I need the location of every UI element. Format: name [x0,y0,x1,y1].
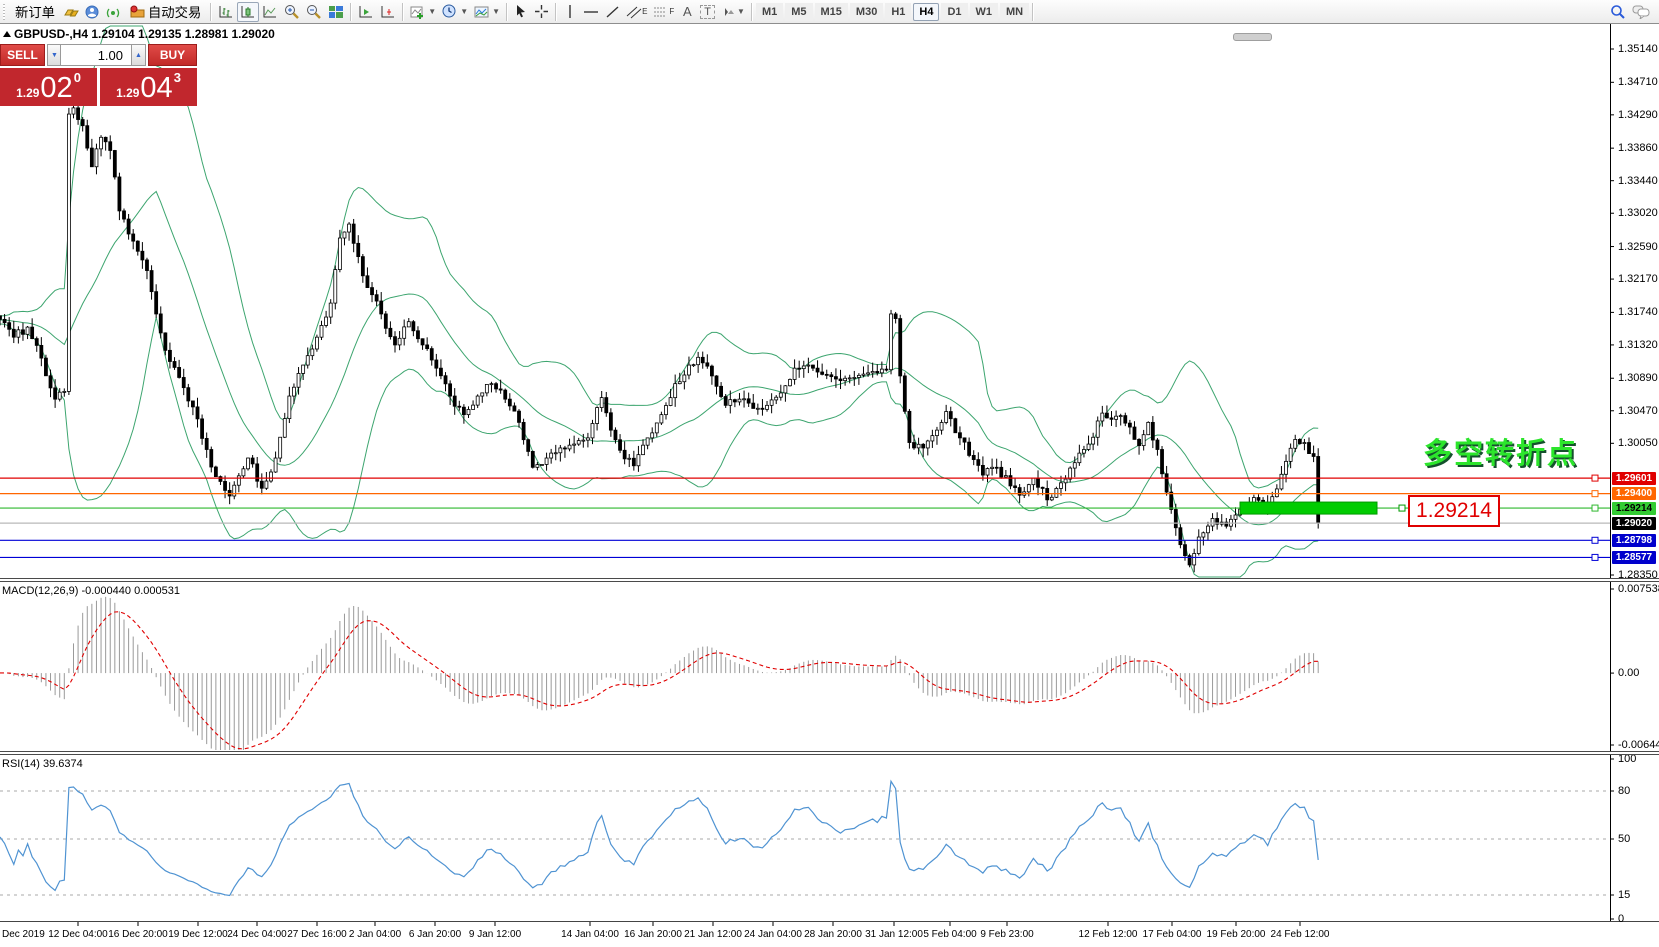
line-anchor[interactable] [1591,536,1599,544]
buy-button-label: BUY [159,48,186,62]
rsi-indicator-label: RSI(14) 39.6374 [2,758,83,770]
crosshair-icon[interactable] [531,2,552,22]
fibonacci-tool[interactable]: F [650,2,677,22]
chevron-down-icon: ▼ [428,7,437,16]
bar-chart-icon[interactable] [215,2,237,22]
chart-scrollbar[interactable] [1233,33,1272,41]
buy-price-panel[interactable]: 1.29 04 3 [100,68,197,106]
chart-corner-icon [3,31,11,37]
timeframe-h1[interactable]: H1 [885,2,912,21]
tile-windows-icon[interactable] [325,2,347,22]
macd-signal-line [0,611,1319,750]
toolbar: 新订单 自动交易 [0,0,1659,24]
toolbar-separator [350,2,353,21]
chart-title: GBPUSD-,H4 1.29104 1.29135 1.28981 1.290… [14,27,275,41]
toolbar-separator [506,2,509,21]
buy-price-sup: 3 [173,70,181,85]
templates-button[interactable]: ▼ [471,2,503,22]
text-tool[interactable]: A [677,2,697,22]
line-chart-icon[interactable] [259,2,281,22]
timeframe-m5[interactable]: M5 [785,2,813,21]
candlesticks [0,100,1321,573]
chevron-down-icon: ▼ [492,7,501,16]
community-icon[interactable] [82,2,103,22]
channel-tool[interactable]: E [623,2,650,22]
macd-indicator-label: MACD(12,26,9) -0.000440 0.000531 [2,585,180,597]
timeframe-d1[interactable]: D1 [941,2,968,21]
horizontal-line-tool[interactable] [580,2,602,22]
sell-price-prefix: 1.29 [16,86,40,100]
sell-price-sup: 0 [73,70,81,85]
line-anchor[interactable] [1591,474,1599,482]
toolbar-separator [210,2,213,21]
zoom-in-icon[interactable] [281,2,303,22]
toolbar-separator [555,2,558,21]
chart-shift-icon[interactable] [377,2,399,22]
chevron-down-icon: ▼ [737,7,745,16]
sell-price-big: 02 [40,72,73,104]
pane-separator[interactable] [0,578,1659,582]
indicators-button[interactable]: ▼ [407,2,439,22]
timeframe-m30[interactable]: M30 [849,2,884,21]
text-label-tool-label: T [700,4,716,19]
gold-icon[interactable] [61,2,82,22]
timeframe-w1[interactable]: W1 [969,2,999,21]
support-highlight-segment[interactable] [1239,501,1378,515]
new-order-button[interactable]: 新订单 [9,2,61,22]
autoscroll-icon[interactable] [355,2,377,22]
line-anchor[interactable] [1591,490,1599,498]
buy-price-prefix: 1.29 [116,86,140,100]
volume-increase-button[interactable]: ▲ [131,44,146,66]
rsi-line [0,779,1319,897]
autotrading-label: 自动交易 [147,5,202,20]
new-order-label: 新订单 [15,5,55,20]
toolbar-separator [402,2,405,21]
text-tool-label: A [682,4,692,19]
sell-price-panel[interactable]: 1.29 02 0 [0,68,97,106]
timeframe-group: M1 M5 M15 M30 H1 H4 D1 W1 MN [755,2,1030,21]
channel-tool-label: E [642,7,648,16]
fibonacci-tool-label: F [669,7,675,16]
one-click-trading-panel: SELL ▼ ▲ BUY 1.29 02 0 1.29 04 3 [0,44,198,106]
timeframe-mn[interactable]: MN [1000,2,1030,21]
buy-price-big: 04 [140,72,173,104]
chat-icon[interactable] [1629,2,1653,22]
autotrading-button[interactable]: 自动交易 [124,2,207,22]
trendline-tool[interactable] [602,2,623,22]
bollinger-bands [0,25,1319,578]
cursor-icon[interactable] [511,2,531,22]
sell-button-label: SELL [7,48,38,62]
search-icon[interactable] [1607,2,1629,22]
toolbar-separator [750,2,753,21]
text-label-tool[interactable]: T [697,2,718,22]
timeframe-m1[interactable]: M1 [755,2,784,21]
periods-button[interactable]: ▼ [439,2,471,22]
zoom-out-icon[interactable] [303,2,325,22]
vertical-line-tool[interactable] [560,2,580,22]
pane-separator[interactable] [0,751,1659,755]
macd-histogram [0,596,1319,750]
line-anchor[interactable] [1591,504,1599,512]
buy-button[interactable]: BUY [148,44,197,66]
arrows-tool[interactable]: ▼ [718,2,748,22]
toolbar-grip[interactable] [2,3,7,20]
timeframe-h4[interactable]: H4 [913,2,940,21]
sell-button[interactable]: SELL [0,44,45,66]
timeframe-m15[interactable]: M15 [814,2,848,21]
price-tag-annotation[interactable]: 1.29214 [1408,495,1500,527]
line-anchor[interactable] [1591,553,1599,561]
toolbar-separator [1032,2,1035,21]
volume-input[interactable] [60,44,132,66]
candle-chart-icon[interactable] [237,1,260,22]
turning-point-annotation[interactable]: 多空转折点 [1423,438,1579,470]
chevron-down-icon: ▼ [460,7,469,16]
segment-anchor[interactable] [1398,504,1406,512]
signals-icon[interactable] [103,2,124,22]
